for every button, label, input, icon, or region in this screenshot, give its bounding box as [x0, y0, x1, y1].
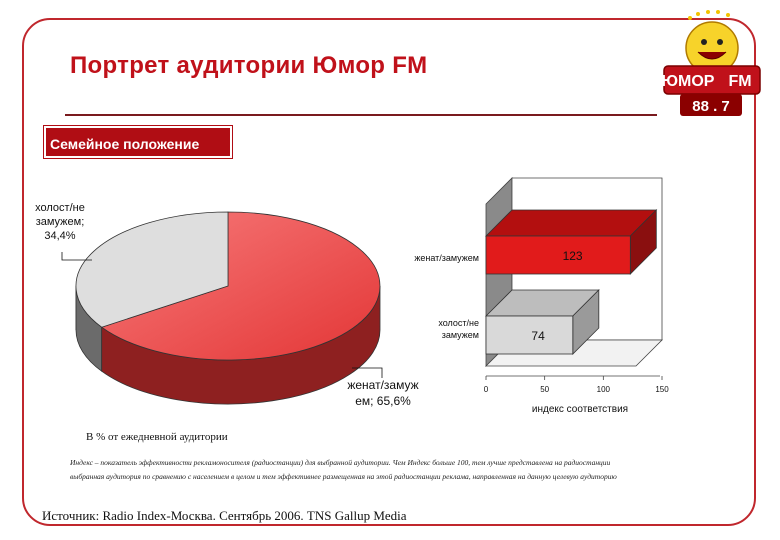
logo-freq-box: [680, 94, 742, 116]
pie-label-other: холост/не замужем; 34,4%: [35, 202, 85, 242]
section-label: Семейное положение: [43, 125, 233, 159]
logo-top-text: ЮМОР: [662, 73, 715, 90]
pie-slice-other: [75, 211, 229, 328]
bar-chart: 123 женат/замужем 74 холост/не замужем 0 50 100…: [414, 177, 669, 415]
base-note: В % от ежедневной аудитории: [86, 431, 228, 443]
station-logo: ЮМОР FM 88 . 7: [662, 10, 761, 116]
slide-title: Портрет аудитории Юмор FM: [70, 52, 428, 79]
logo-fm-text: FM: [728, 73, 751, 90]
pie-label-main: женат/замуж ем; 65,6%: [347, 378, 418, 408]
slide-frame: [22, 18, 756, 526]
bar-tick-0: 0: [484, 385, 489, 394]
pie-chart: холост/не замужем; 34,4% женат/замуж ем; 65,…: [35, 202, 419, 408]
title-divider: [65, 114, 657, 116]
pie-leader-main: [352, 367, 383, 378]
bar-value-1: 74: [531, 329, 545, 343]
bar-category-0: женат/замужем: [414, 253, 479, 263]
footnote: Индекс – показатель эффективности реклам…: [70, 456, 710, 484]
logo-freq: 88 . 7: [692, 98, 730, 115]
footnote-line-2: выбранная аудитория по сравнению с насел…: [70, 472, 617, 481]
bar-tick-2: 100: [597, 385, 611, 394]
bar-tick-1: 50: [540, 385, 549, 394]
bar-0: [485, 235, 631, 275]
bar-top-0: [485, 209, 658, 237]
bar-1: [485, 315, 574, 355]
pie-slice-main: [100, 211, 381, 361]
bar-tick-3: 150: [655, 385, 669, 394]
pie-leader-other: [61, 252, 92, 261]
source-note: Источник: Radio Index-Москва. Сентябрь 2…: [42, 508, 407, 523]
bar-value-0: 123: [563, 249, 583, 263]
bar-x-label: индекс соответствия: [532, 404, 628, 415]
footnote-line-1: Индекс – показатель эффективности реклам…: [70, 458, 611, 467]
bar-category-1: холост/не замужем: [438, 318, 479, 340]
